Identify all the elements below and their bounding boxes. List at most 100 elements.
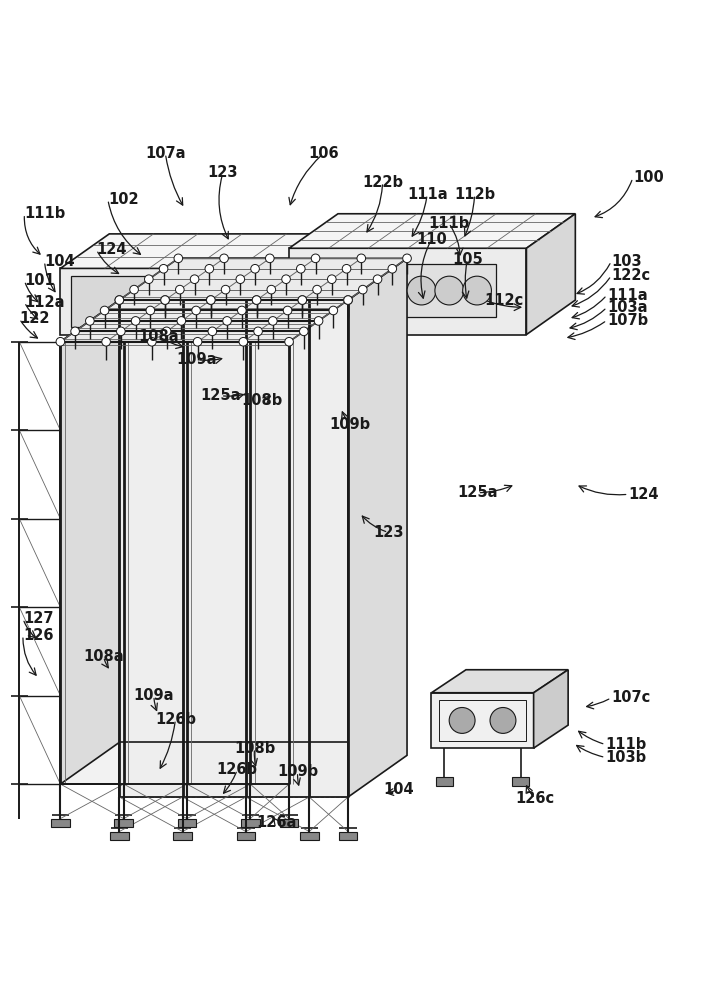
Text: 111a: 111a: [407, 187, 448, 202]
Circle shape: [299, 297, 305, 303]
Text: 126b: 126b: [217, 762, 258, 777]
Circle shape: [115, 296, 123, 304]
Circle shape: [221, 255, 227, 262]
Circle shape: [252, 296, 261, 304]
Circle shape: [329, 276, 335, 282]
Text: 109b: 109b: [330, 417, 371, 432]
Circle shape: [358, 255, 365, 262]
Circle shape: [284, 337, 293, 346]
Polygon shape: [432, 693, 534, 748]
Polygon shape: [119, 300, 348, 797]
Circle shape: [435, 276, 464, 305]
Circle shape: [146, 306, 155, 315]
Polygon shape: [173, 832, 192, 840]
Polygon shape: [526, 214, 575, 335]
Circle shape: [268, 286, 274, 293]
Circle shape: [130, 285, 139, 294]
Circle shape: [300, 328, 307, 335]
Circle shape: [161, 296, 170, 304]
Polygon shape: [300, 832, 318, 840]
Text: 103a: 103a: [607, 300, 648, 315]
Circle shape: [373, 275, 382, 284]
Circle shape: [149, 339, 155, 345]
Circle shape: [205, 264, 214, 273]
Circle shape: [116, 297, 123, 303]
Circle shape: [71, 327, 79, 336]
Text: 100: 100: [633, 170, 664, 185]
Circle shape: [252, 296, 261, 304]
Text: 111b: 111b: [428, 216, 469, 231]
Circle shape: [131, 317, 140, 325]
Text: 107c: 107c: [612, 690, 651, 705]
Polygon shape: [61, 342, 289, 784]
Text: 103: 103: [612, 254, 642, 269]
Polygon shape: [403, 264, 495, 317]
Text: 126: 126: [23, 628, 53, 643]
Text: 123: 123: [373, 525, 404, 540]
Polygon shape: [61, 268, 282, 335]
Circle shape: [300, 327, 308, 336]
Circle shape: [236, 275, 245, 284]
Circle shape: [284, 307, 291, 314]
Circle shape: [132, 318, 139, 324]
Text: 126b: 126b: [155, 712, 196, 727]
Circle shape: [314, 317, 323, 325]
Circle shape: [238, 307, 245, 314]
Text: 122b: 122b: [362, 175, 403, 190]
Polygon shape: [512, 777, 529, 786]
Circle shape: [328, 275, 336, 284]
Circle shape: [253, 297, 260, 303]
Circle shape: [313, 255, 319, 262]
Circle shape: [388, 264, 396, 273]
Circle shape: [87, 318, 93, 324]
Circle shape: [100, 306, 109, 315]
Text: 126c: 126c: [516, 791, 554, 806]
Circle shape: [116, 327, 125, 336]
Text: 108a: 108a: [138, 329, 178, 344]
Text: 112c: 112c: [484, 293, 524, 308]
Circle shape: [344, 296, 352, 304]
Text: 105: 105: [452, 252, 483, 267]
Text: 122: 122: [19, 311, 50, 326]
Text: 103b: 103b: [606, 750, 647, 765]
Circle shape: [490, 707, 516, 733]
Circle shape: [162, 297, 168, 303]
Circle shape: [449, 707, 475, 733]
Circle shape: [252, 266, 258, 272]
Polygon shape: [432, 670, 568, 693]
Circle shape: [267, 285, 276, 294]
Circle shape: [357, 254, 365, 263]
Circle shape: [208, 297, 214, 303]
Polygon shape: [348, 258, 407, 797]
Text: 109a: 109a: [134, 688, 174, 703]
Text: 125a: 125a: [457, 485, 497, 500]
Circle shape: [297, 266, 304, 272]
Polygon shape: [241, 819, 260, 827]
Circle shape: [329, 306, 338, 315]
Circle shape: [224, 318, 230, 324]
Circle shape: [160, 264, 168, 273]
Circle shape: [283, 276, 290, 282]
Circle shape: [253, 327, 262, 336]
Polygon shape: [110, 832, 129, 840]
Circle shape: [239, 337, 248, 346]
Circle shape: [311, 254, 320, 263]
Circle shape: [314, 286, 321, 293]
Polygon shape: [61, 300, 348, 342]
Circle shape: [160, 266, 167, 272]
Circle shape: [313, 285, 321, 294]
Text: 108b: 108b: [241, 393, 282, 408]
Text: 104: 104: [383, 782, 414, 797]
Text: 124: 124: [96, 242, 127, 257]
Circle shape: [147, 307, 154, 314]
Circle shape: [209, 328, 216, 335]
Polygon shape: [289, 214, 575, 248]
Circle shape: [161, 296, 170, 304]
Text: 111b: 111b: [25, 206, 66, 221]
Text: 126a: 126a: [256, 815, 296, 830]
Circle shape: [403, 254, 412, 263]
Circle shape: [238, 306, 246, 315]
Circle shape: [175, 255, 181, 262]
Circle shape: [360, 286, 366, 293]
Circle shape: [222, 286, 229, 293]
